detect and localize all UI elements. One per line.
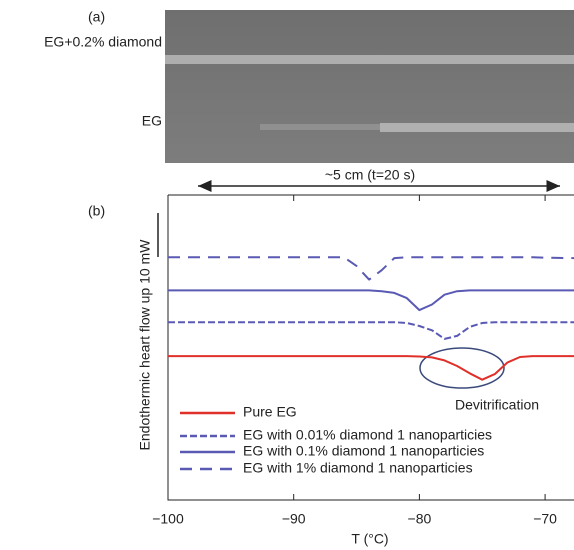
series-line	[168, 355, 574, 381]
series-line	[168, 321, 574, 340]
sample-label: EG	[142, 113, 162, 129]
panel-label: (a)	[88, 9, 105, 25]
legend-label: Pure EG	[243, 404, 297, 420]
photo	[165, 10, 574, 163]
legend-label: EG with 0.01% diamond 1 nanoparticies	[243, 427, 492, 443]
x-tick-label: −100	[152, 511, 184, 527]
panel-label: (b)	[88, 203, 105, 219]
legend-label: EG with 1% diamond 1 nanoparticies	[243, 460, 473, 476]
annotation-ellipse	[419, 347, 505, 389]
x-axis-label: T (°C)	[351, 531, 388, 547]
series-line	[168, 256, 574, 281]
x-tick-label: −90	[282, 511, 306, 527]
scale-label: ~5 cm (t=20 s)	[325, 167, 415, 183]
annotation: Devitrification	[455, 397, 539, 413]
sample-label: EG+0.2% diamond	[44, 34, 162, 50]
x-tick-label: −80	[408, 511, 432, 527]
legend-label: EG with 0.1% diamond 1 nanoparticies	[243, 443, 484, 459]
x-tick-label: −70	[533, 511, 557, 527]
series-line	[168, 289, 574, 312]
y-axis-label: Endothermic heart flow up 10 mW	[137, 239, 153, 451]
